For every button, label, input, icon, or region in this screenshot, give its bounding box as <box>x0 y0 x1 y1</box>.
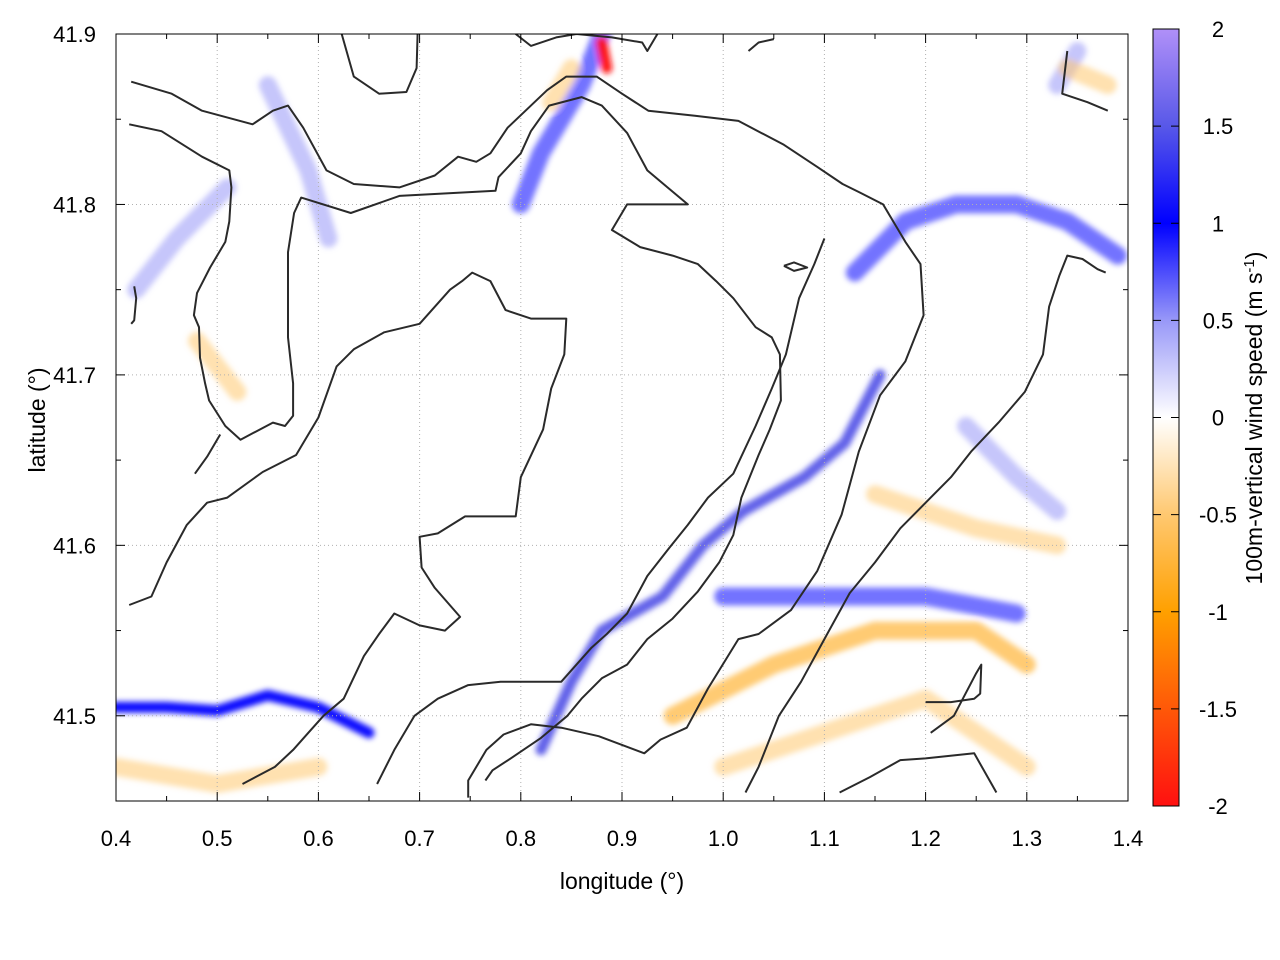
colorbar-title-end: ) <box>1241 252 1267 260</box>
downdraft-band-16 <box>1058 59 1117 95</box>
x-tick-label: 1.0 <box>708 826 739 851</box>
axes: 0.4 0.5 0.6 0.7 0.8 0.9 1.0 1.1 1.2 1.3 1.4 41.5 41.… <box>53 22 1143 851</box>
wind-field-bands <box>116 34 1127 793</box>
wind-field-layer <box>116 34 1127 793</box>
contour-line-11 <box>340 34 419 95</box>
colorbar-tick-label: 0.5 <box>1203 308 1234 333</box>
contour-line-6 <box>925 663 983 734</box>
colorbar: -2 -1.5 -1 -0.5 0 0.5 1 1.5 2 100m-vertical wind… <box>1152 17 1268 819</box>
updraft-band-2 <box>535 369 886 756</box>
contour-line-8 <box>194 433 222 475</box>
colorbar-tick-label: -1.5 <box>1199 697 1237 722</box>
y-tick-label: 41.8 <box>53 192 96 217</box>
plot-background <box>116 34 1128 801</box>
terrain-contours <box>128 34 1109 798</box>
contour-line-3 <box>128 271 568 785</box>
contour-line-2 <box>128 96 782 782</box>
x-tick-label: 0.9 <box>607 826 638 851</box>
x-tick-label: 1.1 <box>809 826 840 851</box>
contour-line-9 <box>783 261 809 272</box>
x-tick-label: 0.4 <box>101 826 132 851</box>
contour-line-14 <box>1061 50 1109 112</box>
x-tick-label: 0.7 <box>404 826 435 851</box>
contour-line-7 <box>839 752 998 794</box>
y-tick-label: 41.7 <box>53 363 96 388</box>
updraft-band-8 <box>127 178 237 299</box>
contour-line-4 <box>376 238 826 785</box>
x-tick-label: 0.6 <box>303 826 334 851</box>
y-tick-label: 41.5 <box>53 704 96 729</box>
downdraft-band-14 <box>596 37 613 74</box>
updraft-band-7 <box>511 34 611 214</box>
contour-line-10 <box>130 286 138 325</box>
updraft-band-1 <box>116 689 375 739</box>
x-tick-label: 1.3 <box>1012 826 1043 851</box>
updraft-band-6 <box>258 76 338 248</box>
colorbar-title-sup: -1 <box>1241 259 1258 272</box>
colorbar-title-main: 100m-vertical wind speed (m s <box>1241 273 1267 585</box>
contour-line-1 <box>130 75 925 798</box>
updraft-band-3 <box>845 195 1127 282</box>
x-tick-label: 0.8 <box>506 826 537 851</box>
x-tick-label: 0.5 <box>202 826 233 851</box>
y-tick-label: 41.6 <box>53 533 96 558</box>
colorbar-tick-label: 1 <box>1212 211 1224 236</box>
y-tick-label: 41.9 <box>53 22 96 47</box>
colorbar-tick-label: -0.5 <box>1199 503 1237 528</box>
colorbar-tick-label: 0 <box>1212 406 1224 431</box>
contour-line-5 <box>744 254 1107 793</box>
colorbar-tick-label: -1 <box>1208 600 1228 625</box>
colorbar-title: 100m-vertical wind speed (m s-1) <box>1241 252 1268 585</box>
downdraft-band-12 <box>866 485 1067 555</box>
downdraft-band-11 <box>714 689 1036 776</box>
updraft-band-4 <box>714 587 1026 623</box>
updraft-band-5 <box>957 417 1067 521</box>
x-tick-label: 1.2 <box>910 826 941 851</box>
x-tick-label: 1.4 <box>1113 826 1144 851</box>
contour-line-13 <box>747 38 775 52</box>
x-axis-title: longitude (°) <box>560 868 684 894</box>
colorbar-tick-label: 1.5 <box>1203 114 1234 139</box>
colorbar-tick-label: 2 <box>1212 17 1224 42</box>
contour-line-12 <box>515 34 659 52</box>
downdraft-band-15 <box>542 59 581 112</box>
colorbar-ticks: -2 -1.5 -1 -0.5 0 0.5 1 1.5 2 <box>1153 17 1237 819</box>
y-axis-title: latitude (°) <box>24 367 50 472</box>
grid-lines <box>116 34 1128 801</box>
colorbar-tick-label: -2 <box>1208 794 1228 819</box>
downdraft-band-10 <box>663 621 1036 725</box>
downdraft-band-13 <box>116 757 328 793</box>
